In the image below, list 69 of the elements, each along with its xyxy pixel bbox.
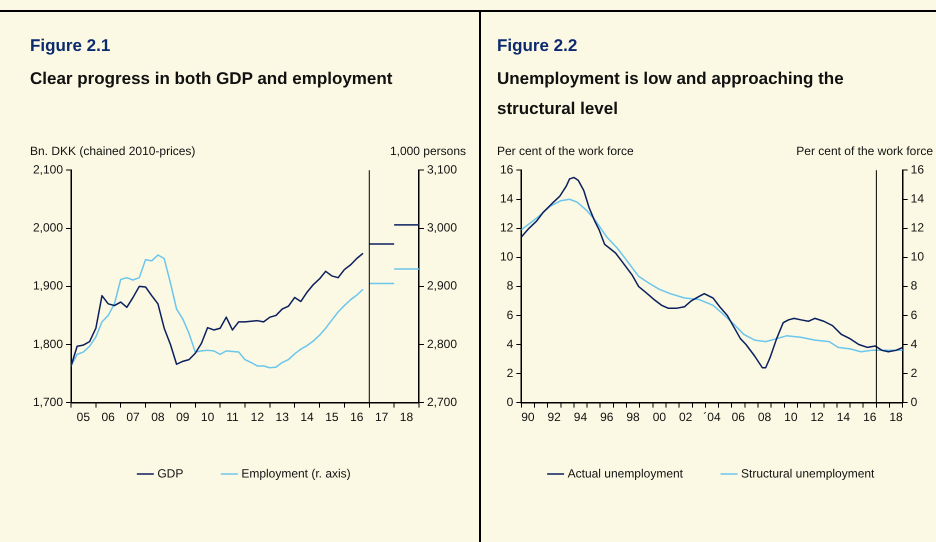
x-tick-label: ´04 [703, 410, 721, 424]
y2-tick-label: 2,900 [426, 278, 458, 293]
x-tick-label: 17 [374, 410, 389, 424]
y-tick-label: 1,900 [33, 278, 64, 293]
legend-label: Employment (r. axis) [241, 466, 351, 480]
y-tick-label: 16 [500, 162, 514, 177]
x-tick-label: 10 [200, 410, 215, 424]
x-tick-label: 18 [400, 410, 414, 424]
x-tick-label: 96 [600, 410, 614, 424]
y2-tick-label: 3,000 [426, 220, 458, 235]
x-tick-label: 11 [226, 410, 239, 424]
x-tick-label: 15 [325, 410, 339, 424]
y-tick-label: 14 [500, 192, 514, 206]
y-axis-title: Bn. DKK (chained 2010-prices) [30, 144, 196, 158]
x-tick-label: 10 [784, 410, 798, 424]
y-axis-title: Per cent of the work force [497, 144, 634, 158]
legend-label: GDP [157, 466, 184, 480]
y-tick-label: 8 [506, 278, 514, 293]
y2-tick-label: 10 [910, 250, 924, 264]
y-tick-label: 12 [500, 220, 514, 235]
y2-tick-label: 2,700 [426, 394, 458, 409]
x-tick-label: 08 [151, 410, 165, 424]
chart-title: Figure 2.2 [497, 36, 578, 56]
x-tick-label: 06 [102, 410, 116, 424]
x-tick-label: 14 [836, 410, 850, 424]
y-tick-label: 1,800 [33, 336, 64, 351]
y-tick-label: 1,700 [33, 394, 64, 409]
chart-title: Figure 2.1 [30, 36, 112, 56]
x-tick-label: 92 [548, 410, 562, 424]
x-tick-label: 12 [250, 410, 264, 424]
y-tick-label: 2 [506, 366, 514, 380]
y2-tick-label: 6 [910, 308, 918, 322]
legend-label: Structural unemployment [741, 466, 876, 480]
y-tick-label: 10 [500, 250, 514, 264]
x-tick-label: 16 [863, 410, 877, 424]
y2-tick-label: 16 [910, 162, 924, 177]
x-tick-label: 06 [732, 410, 746, 424]
x-tick-label: 98 [626, 410, 640, 424]
x-tick-label: 94 [574, 410, 588, 424]
legend-label: Actual unemployment [568, 466, 684, 480]
x-tick-label: 08 [758, 410, 772, 424]
y2-tick-label: 4 [910, 336, 918, 351]
x-tick-label: 00 [652, 410, 666, 424]
y-tick-label: 6 [506, 308, 514, 322]
x-tick-label: 14 [300, 410, 314, 424]
y2-tick-label: 14 [910, 192, 924, 206]
x-tick-label: 90 [521, 410, 535, 424]
y2-tick-label: 8 [910, 278, 918, 293]
y2-axis-title: 1,000 persons [390, 144, 466, 158]
x-tick-label: 12 [810, 410, 824, 424]
y-tick-label: 0 [506, 394, 514, 409]
chart-subtitle: Unemployment is low and approaching the structural level [497, 68, 845, 120]
x-tick-label: 05 [76, 410, 90, 424]
x-tick-label: 16 [350, 410, 364, 424]
x-tick-label: 18 [889, 410, 904, 424]
y2-tick-label: 2 [910, 366, 918, 380]
x-tick-label: 07 [126, 410, 140, 424]
y-tick-label: 2,000 [33, 220, 64, 235]
y2-tick-label: 12 [910, 220, 924, 235]
chart-subtitle: Clear progress in both GDP and employment [30, 68, 394, 90]
x-tick-label: 02 [678, 410, 693, 424]
y2-axis-title: Per cent of the work force [796, 144, 933, 158]
y2-tick-label: 3,100 [426, 162, 458, 177]
y-tick-label: 4 [506, 336, 514, 351]
x-tick-label: 09 [176, 410, 190, 424]
y2-tick-label: 2,800 [426, 336, 458, 351]
y2-tick-label: 0 [910, 394, 918, 409]
x-tick-label: 13 [276, 410, 290, 424]
y-tick-label: 2,100 [33, 162, 64, 177]
